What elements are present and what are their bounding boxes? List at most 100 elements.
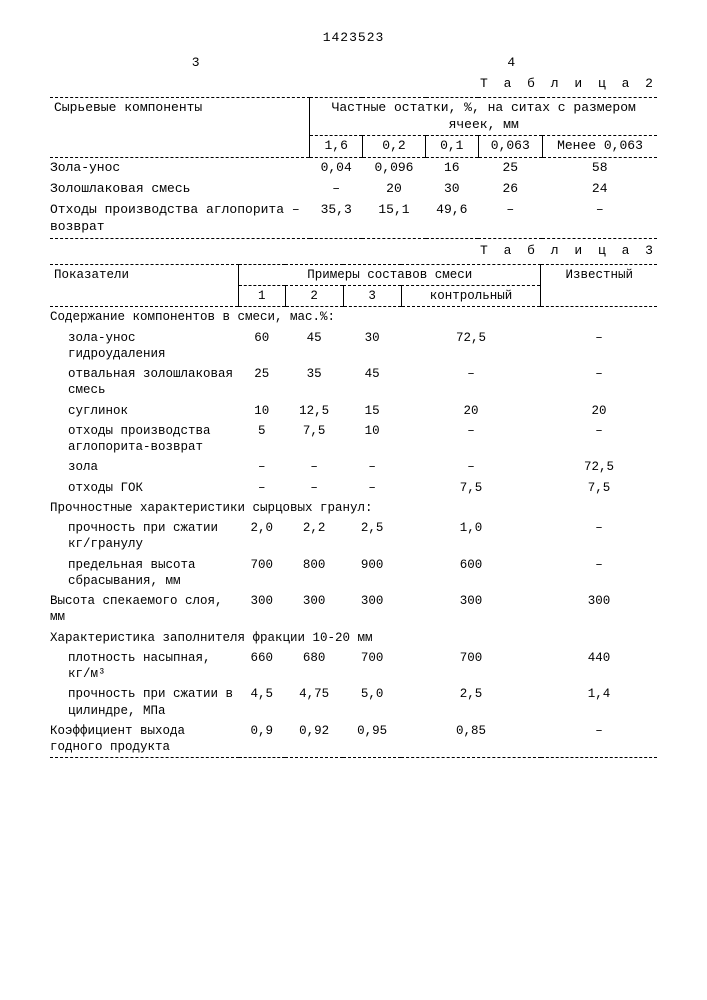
t3-cell: 60 xyxy=(239,328,286,365)
t2-cell: 30 xyxy=(426,179,479,200)
t2-cell: 15,1 xyxy=(362,200,425,238)
t3-cell: – xyxy=(541,328,657,365)
page-left: 3 xyxy=(50,55,341,72)
t2-group-header: Частные остатки, %, на ситах с размером … xyxy=(310,98,657,136)
t3-cell: 1,4 xyxy=(541,684,657,721)
t3-cell: 1,0 xyxy=(401,518,541,555)
page-numbers: 3 4 xyxy=(50,55,657,72)
t2-cell: 26 xyxy=(478,179,542,200)
t2-row-label: Золошлаковая смесь xyxy=(50,179,310,200)
t3-row-label: отходы производства аглопорита-возврат xyxy=(50,421,239,458)
t2-cell: 35,3 xyxy=(310,200,363,238)
t3-cell: 600 xyxy=(401,555,541,592)
t3-lastcol: Известный xyxy=(541,265,657,307)
t3-cell: 800 xyxy=(285,555,343,592)
t3-cell: 20 xyxy=(541,401,657,421)
table-3: Показатели Примеры составов смеси Извест… xyxy=(50,264,657,759)
t3-rowheader-title: Показатели xyxy=(50,265,239,307)
t3-cell: 20 xyxy=(401,401,541,421)
t3-row-label: плотность насыпная, кг/м³ xyxy=(50,648,239,685)
t3-cell: 72,5 xyxy=(541,457,657,477)
t3-cell: – xyxy=(285,457,343,477)
t3-row-label: Высота спекаемого слоя, мм xyxy=(50,591,239,628)
t2-cell: 0,096 xyxy=(362,158,425,179)
t3-cell: – xyxy=(239,478,286,498)
t2-cell: 16 xyxy=(426,158,479,179)
t3-cell: – xyxy=(541,364,657,401)
t3-section-header: Прочностные характеристики сырцовых гран… xyxy=(50,498,657,518)
t2-cell: – xyxy=(478,200,542,238)
t3-cell: 440 xyxy=(541,648,657,685)
t3-cell: 7,5 xyxy=(401,478,541,498)
t3-cell: 5 xyxy=(239,421,286,458)
t3-cell: – xyxy=(239,457,286,477)
t2-col-header: 0,2 xyxy=(362,136,425,157)
t2-rowheader-title: Сырьевые компоненты xyxy=(50,98,310,158)
t2-col-header: Менее 0,063 xyxy=(542,136,657,157)
t3-cell: 72,5 xyxy=(401,328,541,365)
t3-cell: 0,92 xyxy=(285,721,343,758)
t3-cell: 300 xyxy=(239,591,286,628)
t3-row-label: отходы ГОК xyxy=(50,478,239,498)
t2-col-header: 0,063 xyxy=(478,136,542,157)
t3-cell: 12,5 xyxy=(285,401,343,421)
t3-cell: 0,9 xyxy=(239,721,286,758)
t3-cell: – xyxy=(343,457,401,477)
t3-cell: 2,5 xyxy=(343,518,401,555)
t3-row-label: Коэффициент выхода годного продукта xyxy=(50,721,239,758)
t3-cell: – xyxy=(401,421,541,458)
t3-cell: 4,5 xyxy=(239,684,286,721)
t2-cell: – xyxy=(542,200,657,238)
t3-cell: 700 xyxy=(239,555,286,592)
t3-cell: – xyxy=(401,457,541,477)
doc-number: 1423523 xyxy=(50,30,657,47)
page-right: 4 xyxy=(366,55,657,72)
t3-col-header: 3 xyxy=(343,286,401,307)
t2-col-header: 0,1 xyxy=(426,136,479,157)
t3-cell: – xyxy=(343,478,401,498)
t3-cell: 660 xyxy=(239,648,286,685)
t3-cell: 7,5 xyxy=(285,421,343,458)
t3-cell: 700 xyxy=(343,648,401,685)
t2-cell: 24 xyxy=(542,179,657,200)
t3-row-label: зола xyxy=(50,457,239,477)
t3-col-header: контрольный xyxy=(401,286,541,307)
table2-label: Т а б л и ц а 2 xyxy=(50,76,657,93)
t3-row-label: прочность при сжатии кг/гранулу xyxy=(50,518,239,555)
t3-cell: 300 xyxy=(285,591,343,628)
t3-cell: – xyxy=(285,478,343,498)
t3-row-label: предельная высота сбрасывания, мм xyxy=(50,555,239,592)
t2-cell: 58 xyxy=(542,158,657,179)
t3-group-header: Примеры составов смеси xyxy=(239,265,541,286)
t3-cell: – xyxy=(541,555,657,592)
t2-cell: 20 xyxy=(362,179,425,200)
t3-section-header: Характеристика заполнителя фракции 10-20… xyxy=(50,628,657,648)
table-2: Сырьевые компоненты Частные остатки, %, … xyxy=(50,97,657,239)
t3-cell: 2,0 xyxy=(239,518,286,555)
t2-cell: 25 xyxy=(478,158,542,179)
t3-cell: 35 xyxy=(285,364,343,401)
table3-label: Т а б л и ц а 3 xyxy=(50,243,657,260)
t3-section-header: Содержание компонентов в смеси, мас.%: xyxy=(50,307,657,327)
t3-cell: 2,5 xyxy=(401,684,541,721)
t3-cell: 2,2 xyxy=(285,518,343,555)
t3-cell: 4,75 xyxy=(285,684,343,721)
t3-cell: 0,95 xyxy=(343,721,401,758)
t2-row-label: Отходы производства аглопорита – возврат xyxy=(50,200,310,238)
t3-row-label: зола-унос гидроудаления xyxy=(50,328,239,365)
t3-cell: 700 xyxy=(401,648,541,685)
t2-cell: 49,6 xyxy=(426,200,479,238)
t2-row-label: Зола-унос xyxy=(50,158,310,179)
t3-cell: 300 xyxy=(541,591,657,628)
t2-cell: 0,04 xyxy=(310,158,363,179)
t3-cell: 5,0 xyxy=(343,684,401,721)
t3-cell: 30 xyxy=(343,328,401,365)
t3-cell: 0,85 xyxy=(401,721,541,758)
t3-cell: 45 xyxy=(285,328,343,365)
t3-cell: 45 xyxy=(343,364,401,401)
t3-cell: 300 xyxy=(401,591,541,628)
t3-col-header: 1 xyxy=(239,286,286,307)
t3-cell: 15 xyxy=(343,401,401,421)
t3-cell: 900 xyxy=(343,555,401,592)
t3-row-label: прочность при сжатии в цилиндре, МПа xyxy=(50,684,239,721)
